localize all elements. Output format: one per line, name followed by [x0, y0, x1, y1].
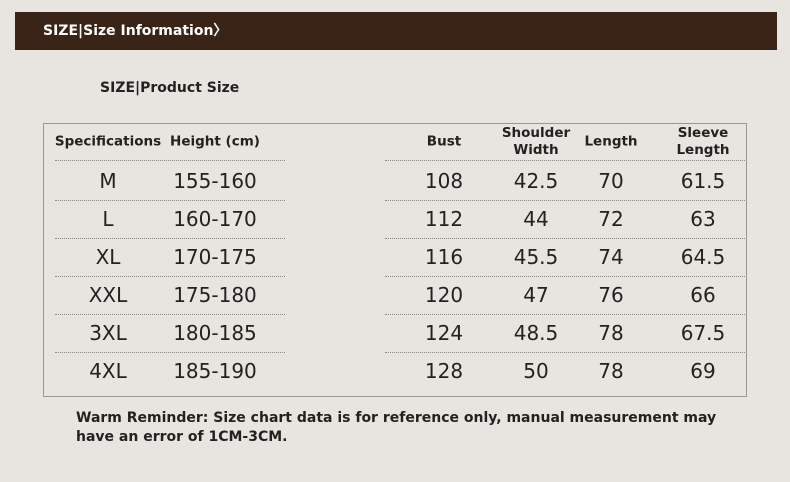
column-header: Sleeve Length: [676, 125, 730, 158]
row-separator: [385, 314, 745, 315]
table-cell: XXL: [88, 283, 128, 307]
table-cell: 4XL: [89, 359, 127, 383]
table-cell: 70: [598, 169, 624, 193]
row-separator: [385, 160, 745, 161]
table-cell: 72: [598, 207, 624, 231]
table-cell: 112: [424, 207, 464, 231]
table-cell: 50: [523, 359, 549, 383]
table-cell: 128: [424, 359, 464, 383]
table-cell: M: [99, 169, 117, 193]
row-separator: [55, 238, 285, 239]
table-cell: 47: [523, 283, 549, 307]
column-header: Bust: [426, 133, 462, 150]
row-separator: [55, 200, 285, 201]
table-cell: 78: [598, 321, 624, 345]
table-cell: 48.5: [513, 321, 559, 345]
table-cell: XL: [95, 245, 121, 269]
table-cell: 78: [598, 359, 624, 383]
row-separator: [55, 276, 285, 277]
table-cell: 45.5: [513, 245, 559, 269]
row-separator: [385, 200, 745, 201]
table-cell: 64.5: [680, 245, 726, 269]
table-cell: 44: [523, 207, 549, 231]
table-cell: L: [102, 207, 114, 231]
table-cell: 155-160: [173, 169, 257, 193]
table-cell: 74: [598, 245, 624, 269]
row-separator: [385, 276, 745, 277]
column-header: Length: [584, 133, 638, 150]
table-cell: 116: [424, 245, 464, 269]
header-title: SIZE|Size Information〉: [43, 23, 228, 39]
table-cell: 42.5: [513, 169, 559, 193]
table-cell: 180-185: [173, 321, 257, 345]
table-cell: 124: [424, 321, 464, 345]
row-separator: [385, 238, 745, 239]
header-bar: SIZE|Size Information〉: [15, 12, 777, 50]
subtitle: SIZE|Product Size: [100, 80, 240, 96]
column-header: Specifications: [54, 133, 162, 150]
column-header: Height (cm): [170, 133, 260, 150]
table-cell: 63: [690, 207, 716, 231]
table-cell: 76: [598, 283, 624, 307]
table-cell: 66: [690, 283, 716, 307]
table-cell: 69: [690, 359, 716, 383]
column-header: Shoulder Width: [501, 125, 571, 158]
table-frame: [43, 123, 747, 397]
table-cell: 185-190: [173, 359, 257, 383]
table-cell: 160-170: [173, 207, 257, 231]
table-cell: 61.5: [680, 169, 726, 193]
table-cell: 170-175: [173, 245, 257, 269]
row-separator: [385, 352, 745, 353]
table-cell: 3XL: [89, 321, 127, 345]
row-separator: [55, 314, 285, 315]
row-separator: [55, 160, 285, 161]
table-cell: 175-180: [173, 283, 257, 307]
row-separator: [55, 352, 285, 353]
table-cell: 67.5: [680, 321, 726, 345]
note: Warm Reminder: Size chart data is for re…: [76, 410, 717, 445]
table-cell: 108: [424, 169, 464, 193]
table-cell: 120: [424, 283, 464, 307]
